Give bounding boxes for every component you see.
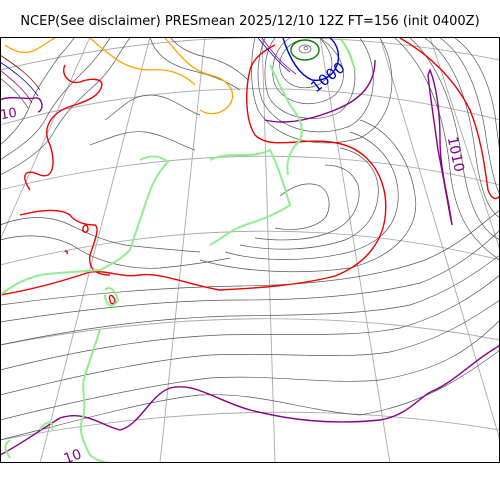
latitude-line: [0, 88, 500, 126]
isobar-1012-main: [0, 44, 387, 296]
longitude-line: [39, 37, 151, 463]
isobar-label-1010-sw: 10: [62, 446, 84, 467]
isobar: [274, 183, 330, 230]
isobar: [0, 235, 231, 269]
isobar: [409, 37, 500, 241]
low-center-ring: [298, 44, 312, 54]
isobar: [0, 61, 39, 97]
longitude-line: [261, 37, 276, 463]
isobar-1012-small: [64, 250, 68, 255]
isobar: [0, 299, 500, 396]
isobar-1012-west: [24, 64, 103, 191]
isobar: [261, 37, 297, 75]
isobar: [0, 217, 201, 253]
isobar: [0, 54, 41, 91]
latitude-line: [0, 37, 500, 71]
isobar-label-1000: 1000: [307, 58, 348, 96]
coastline-korea: [104, 287, 120, 307]
longitude-line: [429, 37, 500, 251]
latitude-line: [0, 411, 500, 441]
isobar: [239, 147, 379, 250]
isobar: [0, 37, 131, 176]
chart-title: NCEP(See disclaimer) PRESmean 2025/12/10…: [20, 14, 480, 29]
latitude-line: [0, 230, 500, 266]
isobar: [0, 77, 29, 109]
isobar: [0, 274, 500, 371]
isobar: [254, 164, 360, 241]
isobar-orange-1: [164, 37, 234, 115]
coastline-kurils: [269, 64, 303, 176]
isobar: [0, 319, 500, 421]
coastline-japan: [209, 148, 292, 246]
isobar-1010-east: [427, 68, 453, 226]
isobar-1012-east: [399, 37, 500, 200]
isobar: [257, 37, 374, 133]
isobar: [279, 37, 333, 88]
isobar-1010-north: [264, 59, 376, 123]
isobar: [0, 37, 111, 161]
low-center-ring: [290, 39, 320, 61]
isobar-1012-small: [108, 294, 116, 305]
isobar: [251, 37, 393, 144]
isobar: [257, 37, 291, 73]
isobar: [169, 37, 249, 81]
coastline-east-asia: [0, 155, 170, 296]
isobar: [0, 37, 76, 146]
isobar-1010-nw: [0, 96, 43, 113]
isobar: [394, 37, 500, 261]
isobar: [224, 131, 399, 260]
latitude-line: [0, 318, 500, 346]
low-center: [282, 37, 340, 81]
isobar-orange: [4, 37, 234, 115]
coastline-south-islands: [4, 421, 54, 459]
isobar-1012: [0, 37, 500, 305]
coastline-sea: [339, 37, 356, 71]
isobar: [0, 209, 500, 306]
low-center-ring: [303, 46, 309, 50]
isobar: [199, 119, 417, 273]
longitude-line: [319, 37, 391, 463]
isobar-orange-3: [4, 37, 56, 54]
isobar-1010-south: [0, 344, 500, 456]
isobar: [439, 37, 500, 196]
graticule: [0, 37, 500, 463]
isobars: [0, 37, 500, 441]
isobar-1000: [282, 37, 340, 81]
latitude-line: [0, 155, 500, 191]
isobar-label-1010-east: 1010: [444, 135, 467, 173]
nw-gradient: [0, 37, 297, 109]
coastline: [0, 37, 356, 463]
isobar: [0, 69, 33, 104]
isobar: [0, 349, 500, 441]
isobar-1012-small: [82, 224, 89, 233]
isobar-label-nw: 10: [0, 106, 18, 124]
isobar: [0, 229, 500, 323]
map-frame: [0, 37, 500, 463]
isobar: [424, 37, 500, 219]
longitude-line: [159, 37, 206, 463]
isobar: [264, 37, 356, 119]
isobar-1012-sw: [19, 209, 111, 276]
isobar-orange-2: [89, 37, 196, 86]
isobar: [272, 37, 344, 104]
coastline-south: [79, 329, 111, 463]
longitude-line: [0, 37, 91, 241]
isobar: [89, 131, 196, 151]
longitude-line: [379, 37, 500, 441]
isobar: [104, 94, 201, 121]
isobar: [0, 254, 500, 346]
